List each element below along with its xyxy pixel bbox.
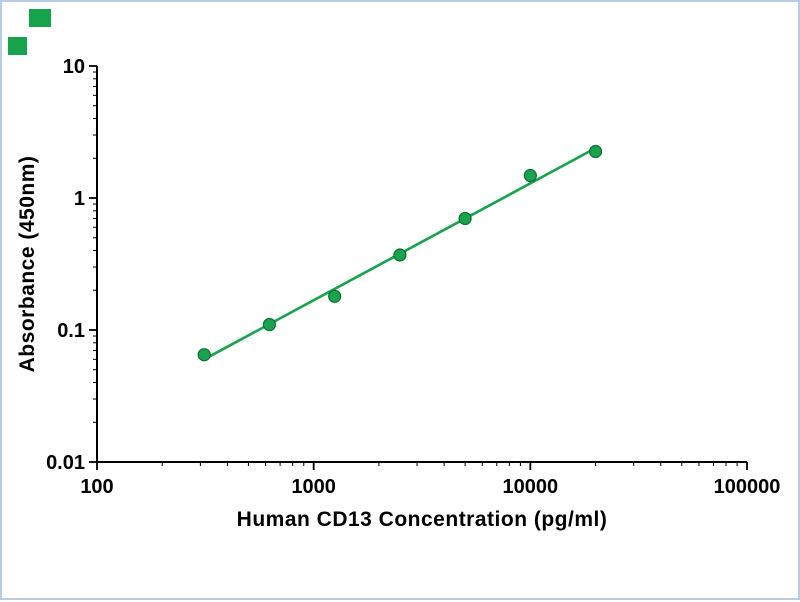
y-tick-label: 0.1 — [57, 320, 85, 342]
y-tick-label: 0.01 — [46, 452, 85, 474]
x-tick-label: 10000 — [503, 476, 559, 498]
y-tick-label: 10 — [63, 56, 85, 78]
data-point — [523, 168, 537, 183]
data-point — [262, 317, 277, 332]
green-square-icon — [8, 37, 27, 55]
x-tick-label: 1000 — [291, 476, 336, 498]
x-axis-title: Human CD13 Concentration (pg/ml) — [237, 508, 608, 531]
data-point — [328, 289, 342, 303]
data-point — [588, 144, 603, 159]
data-point — [197, 348, 211, 362]
plot-area: 100 1000 10000 100000 10 1 0.1 0.01 — [46, 56, 780, 498]
green-square-icon — [29, 9, 51, 27]
x-tick-label: 100 — [80, 476, 113, 498]
y-axis-title: Absorbance (450nm) — [16, 156, 39, 373]
axes-lines — [96, 66, 747, 463]
data-point — [458, 211, 472, 226]
x-tick-label: 100000 — [714, 476, 781, 498]
y-tick-label: 1 — [74, 188, 85, 210]
data-point — [393, 248, 407, 262]
